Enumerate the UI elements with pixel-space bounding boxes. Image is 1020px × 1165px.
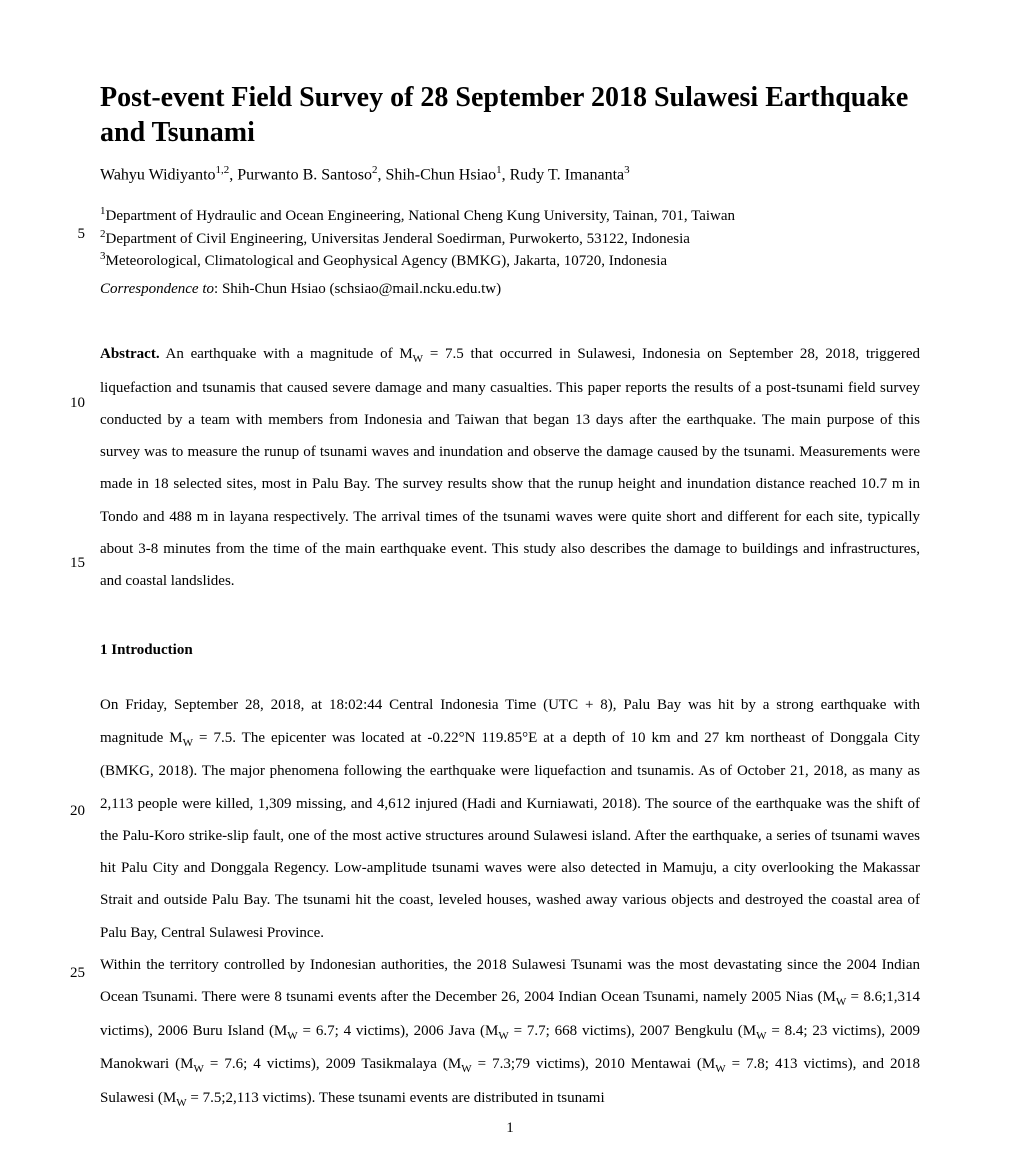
correspondence: Correspondence to: Shih-Chun Hsiao (schs… bbox=[100, 281, 920, 298]
paper-title: Post-event Field Survey of 28 September … bbox=[100, 80, 920, 150]
section-heading-intro: 1 Introduction bbox=[100, 642, 920, 659]
intro-paragraph: Within the territory controlled by Indon… bbox=[100, 949, 920, 1116]
affiliation-line: 1Department of Hydraulic and Ocean Engin… bbox=[100, 204, 920, 226]
abstract-text: An earthquake with a magnitude of MW = 7… bbox=[100, 346, 920, 589]
intro-paragraph: On Friday, September 28, 2018, at 18:02:… bbox=[100, 689, 920, 948]
line-number: 15 bbox=[55, 555, 85, 572]
intro-body: On Friday, September 28, 2018, at 18:02:… bbox=[100, 689, 920, 1115]
author-list: Wahyu Widiyanto1,2, Purwanto B. Santoso2… bbox=[100, 164, 920, 184]
correspondence-label: Correspondence to bbox=[100, 281, 214, 297]
page-number: 1 bbox=[0, 1120, 1020, 1137]
correspondence-value: Shih-Chun Hsiao (schsiao@mail.ncku.edu.t… bbox=[222, 281, 501, 297]
abstract: Abstract. An earthquake with a magnitude… bbox=[100, 338, 920, 597]
line-number: 20 bbox=[55, 803, 85, 820]
line-number: 25 bbox=[55, 965, 85, 982]
affiliations: 1Department of Hydraulic and Ocean Engin… bbox=[100, 204, 920, 271]
affiliation-line: 2Department of Civil Engineering, Univer… bbox=[100, 227, 920, 249]
affiliation-line: 3Meteorological, Climatological and Geop… bbox=[100, 249, 920, 271]
page: 5 10 15 20 25 Post-event Field Survey of 28 … bbox=[0, 0, 1020, 1165]
line-number: 5 bbox=[55, 226, 85, 243]
abstract-label: Abstract. bbox=[100, 346, 160, 362]
line-number: 10 bbox=[55, 395, 85, 412]
